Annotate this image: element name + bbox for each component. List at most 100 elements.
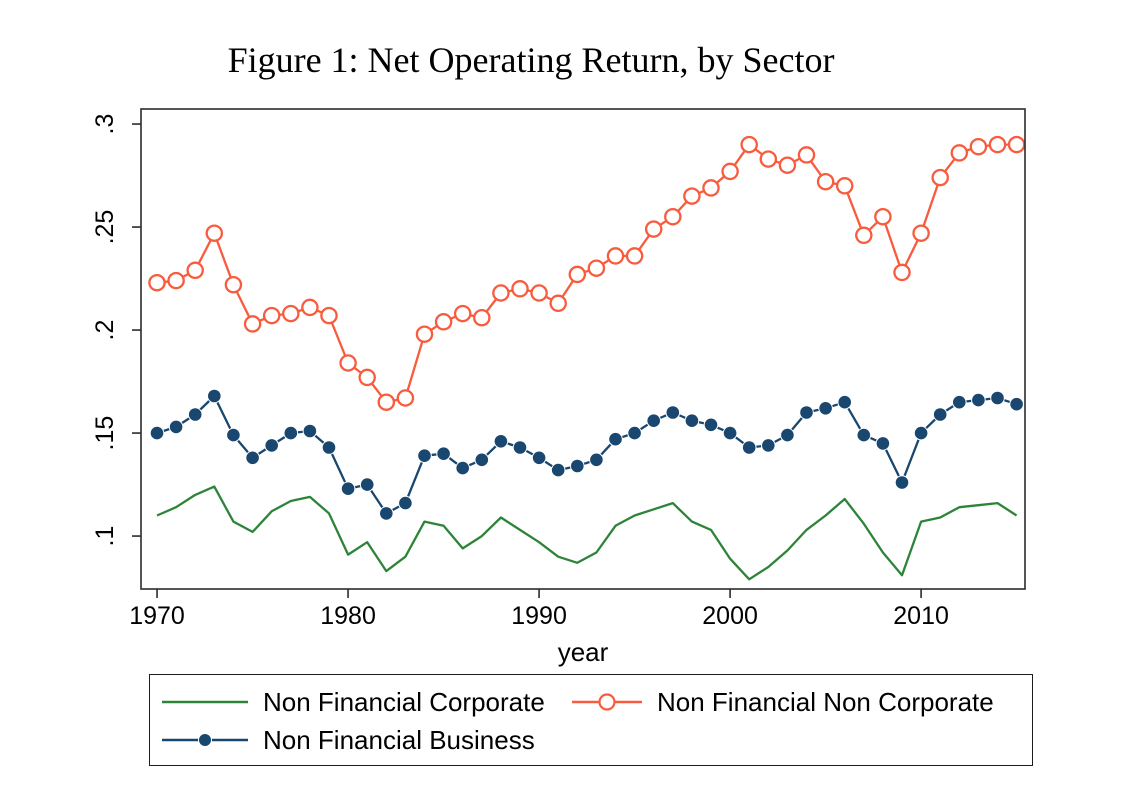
- series-non-financial-business-marker: [283, 425, 299, 441]
- series-non-financial-non-corporate-marker: [778, 156, 797, 174]
- y-tick-label: .15: [91, 416, 119, 451]
- series-non-financial-business-marker: [665, 405, 681, 420]
- series-non-financial-non-corporate-marker: [243, 315, 262, 333]
- series-non-financial-business-marker: [894, 475, 910, 490]
- legend-label-non-financial-business: Non Financial Business: [263, 724, 535, 755]
- series-non-financial-business-marker: [703, 417, 719, 433]
- series-non-financial-business-marker: [856, 427, 872, 443]
- series-non-financial-non-corporate-marker: [988, 135, 1007, 154]
- series-non-financial-business-marker: [474, 452, 490, 468]
- series-non-financial-business-marker: [245, 450, 260, 466]
- series-non-financial-business-marker: [359, 477, 375, 492]
- plot-area-border: [140, 108, 1026, 590]
- series-non-financial-business-marker: [379, 506, 394, 521]
- series-non-financial-business-marker: [168, 419, 184, 435]
- series-non-financial-business-marker: [264, 438, 280, 453]
- series-non-financial-non-corporate-marker: [893, 263, 911, 282]
- series-non-financial-business-marker: [512, 440, 528, 455]
- series-non-financial-non-corporate-marker: [396, 389, 415, 407]
- series-non-financial-non-corporate-marker: [721, 162, 739, 181]
- x-tick-label: 1980: [320, 602, 376, 630]
- legend-label-non-financial-non-corporate: Non Financial Non Corporate: [657, 686, 994, 717]
- y-tick-label: .2: [91, 320, 119, 341]
- series-non-financial-business-marker: [226, 427, 241, 443]
- legend-label-non-financial-corporate: Non Financial Corporate: [263, 686, 545, 717]
- series-non-financial-business-marker: [321, 440, 337, 455]
- x-axis-title: year: [558, 637, 609, 667]
- series-non-financial-business-marker: [1009, 396, 1024, 412]
- series-non-financial-non-corporate-marker: [702, 179, 720, 197]
- y-tick-label: .1: [91, 526, 119, 547]
- series-non-financial-non-corporate-marker: [759, 150, 778, 168]
- series-non-financial-non-corporate-marker: [912, 224, 930, 242]
- series-non-financial-non-corporate-marker: [625, 247, 644, 265]
- legend: Non Financial Corporate Non Financial No…: [149, 674, 1033, 766]
- series-non-financial-business-marker: [761, 438, 776, 453]
- series-non-financial-business-marker: [207, 388, 222, 404]
- series-non-financial-business-marker: [149, 425, 165, 441]
- series-non-financial-business-marker: [608, 431, 623, 447]
- series-non-financial-non-corporate-marker: [511, 280, 529, 298]
- series-non-financial-business-marker: [455, 460, 471, 476]
- x-tick-label: 1970: [129, 602, 185, 630]
- series-non-financial-non-corporate-marker: [835, 177, 854, 195]
- series-non-financial-non-corporate-marker: [740, 135, 758, 154]
- x-tick-label: 2010: [893, 602, 949, 630]
- series-non-financial-non-corporate-marker: [434, 313, 453, 331]
- series-non-financial-business-marker: [722, 425, 738, 441]
- series-non-financial-non-corporate-marker: [950, 144, 969, 162]
- series-non-financial-non-corporate-marker: [683, 187, 701, 205]
- series-non-financial-non-corporate-marker: [339, 354, 357, 372]
- series-non-financial-business-marker: [187, 407, 203, 422]
- series-non-financial-non-corporate-marker: [664, 207, 682, 226]
- series-non-financial-non-corporate-marker: [148, 273, 166, 292]
- series-non-financial-business-marker: [799, 405, 814, 420]
- series-non-financial-business-marker: [550, 462, 566, 478]
- series-non-financial-non-corporate-marker: [224, 275, 243, 294]
- series-non-financial-business-marker: [646, 413, 662, 429]
- series-non-financial-non-corporate-marker: [167, 271, 185, 290]
- x-axis: 1970 1980 1990 2000 2010: [129, 589, 949, 630]
- legend-item-non-financial-business: Non Financial Business: [160, 725, 535, 755]
- series-non-financial-business-marker: [932, 407, 948, 422]
- series-non-financial-non-corporate-marker: [358, 368, 376, 387]
- legend-item-non-financial-corporate: Non Financial Corporate: [160, 687, 545, 717]
- series-non-financial-non-corporate-marker: [1007, 135, 1026, 154]
- series-non-financial-non-corporate-marker: [377, 393, 396, 411]
- series-non-financial-non-corporate-marker: [931, 168, 949, 187]
- series-non-financial-non-corporate-marker: [453, 304, 472, 323]
- x-tick-label: 1990: [511, 602, 567, 630]
- series-non-financial-business-marker: [952, 394, 967, 410]
- y-tick-label: .3: [91, 114, 119, 135]
- series-non-financial-business-marker: [302, 423, 318, 439]
- series-non-financial-business-marker: [875, 436, 891, 451]
- series-non-financial-business-marker: [741, 440, 757, 455]
- series-non-financial-non-corporate-marker: [644, 220, 663, 238]
- series-non-financial-business-marker: [493, 434, 509, 449]
- series-non-financial-non-corporate-marker: [492, 284, 510, 302]
- series-non-financial-business-marker: [340, 481, 356, 497]
- series-non-financial-non-corporate-marker: [874, 207, 892, 226]
- series-non-financial-non-corporate-marker: [320, 306, 338, 325]
- series-group: [148, 135, 1026, 581]
- series-non-financial-non-corporate-marker: [473, 308, 491, 327]
- series-non-financial-business-marker: [398, 495, 413, 511]
- y-tick-label: .25: [91, 210, 119, 245]
- series-non-financial-non-corporate-marker: [587, 259, 606, 277]
- figure-title: Figure 1: Net Operating Return, by Secto…: [228, 40, 835, 80]
- series-non-financial-business-marker: [570, 458, 585, 474]
- series-non-financial-non-corporate-marker: [301, 298, 319, 317]
- series-non-financial-business-marker: [837, 394, 853, 410]
- series-non-financial-non-corporate-marker: [606, 247, 625, 265]
- series-non-financial-non-corporate-marker: [568, 265, 587, 284]
- series-non-financial-non-corporate-marker: [549, 294, 567, 313]
- series-non-financial-non-corporate-marker: [855, 226, 873, 245]
- series-non-financial-non-corporate-marker: [530, 284, 548, 302]
- series-non-financial-corporate-line: [156, 485, 1018, 581]
- series-non-financial-business-marker: [780, 427, 795, 443]
- series-non-financial-business-marker: [417, 448, 432, 464]
- series-non-financial-non-corporate-marker: [797, 146, 816, 164]
- series-non-financial-business-marker: [436, 446, 451, 462]
- series-non-financial-non-corporate-marker: [415, 325, 434, 343]
